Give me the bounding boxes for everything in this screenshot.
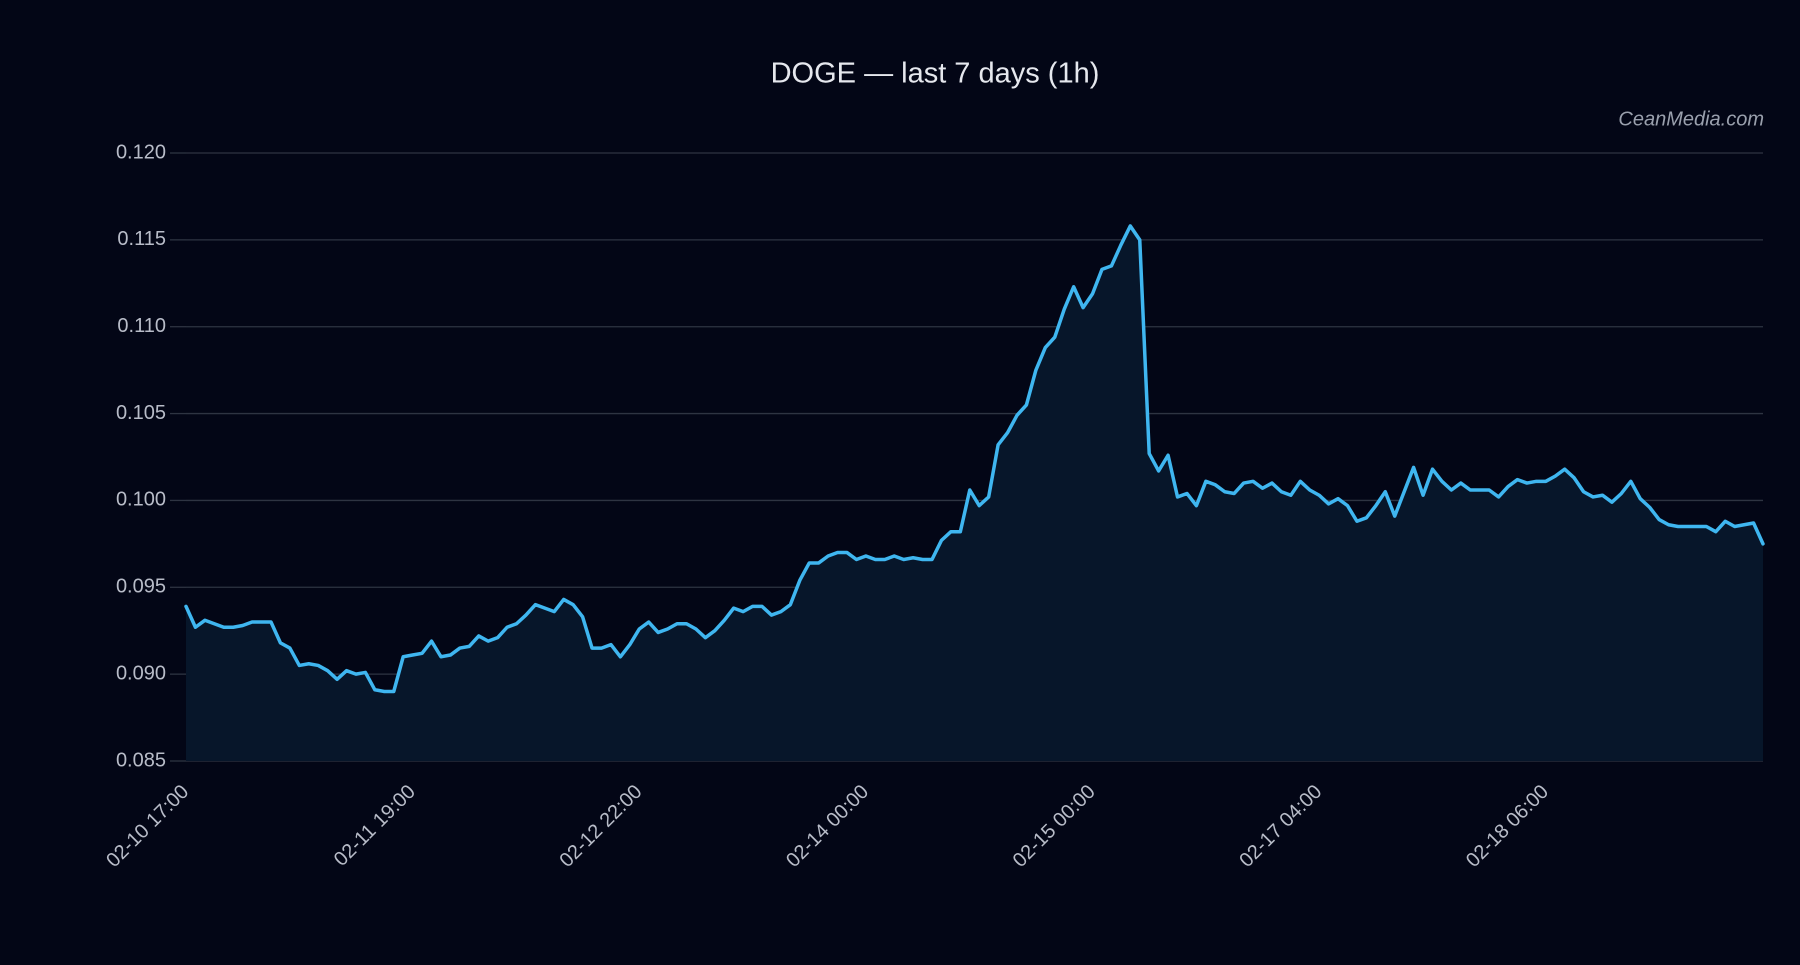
y-tick-label: 0.115 bbox=[117, 228, 166, 250]
chart-title: DOGE — last 7 days (1h) bbox=[771, 58, 1100, 90]
y-tick-label: 0.110 bbox=[117, 315, 166, 337]
y-tick-label: 0.120 bbox=[116, 141, 166, 163]
line bbox=[184, 224, 1765, 694]
y-tick-label: 0.105 bbox=[116, 402, 166, 424]
area bbox=[186, 225, 1763, 761]
watermark: CeanMedia.com bbox=[1618, 108, 1764, 130]
y-tick-label: 0.085 bbox=[116, 749, 166, 771]
y-tick-label: 0.100 bbox=[116, 489, 166, 511]
y-tick-label: 0.095 bbox=[116, 576, 166, 598]
y-tick-label: 0.090 bbox=[116, 662, 166, 684]
